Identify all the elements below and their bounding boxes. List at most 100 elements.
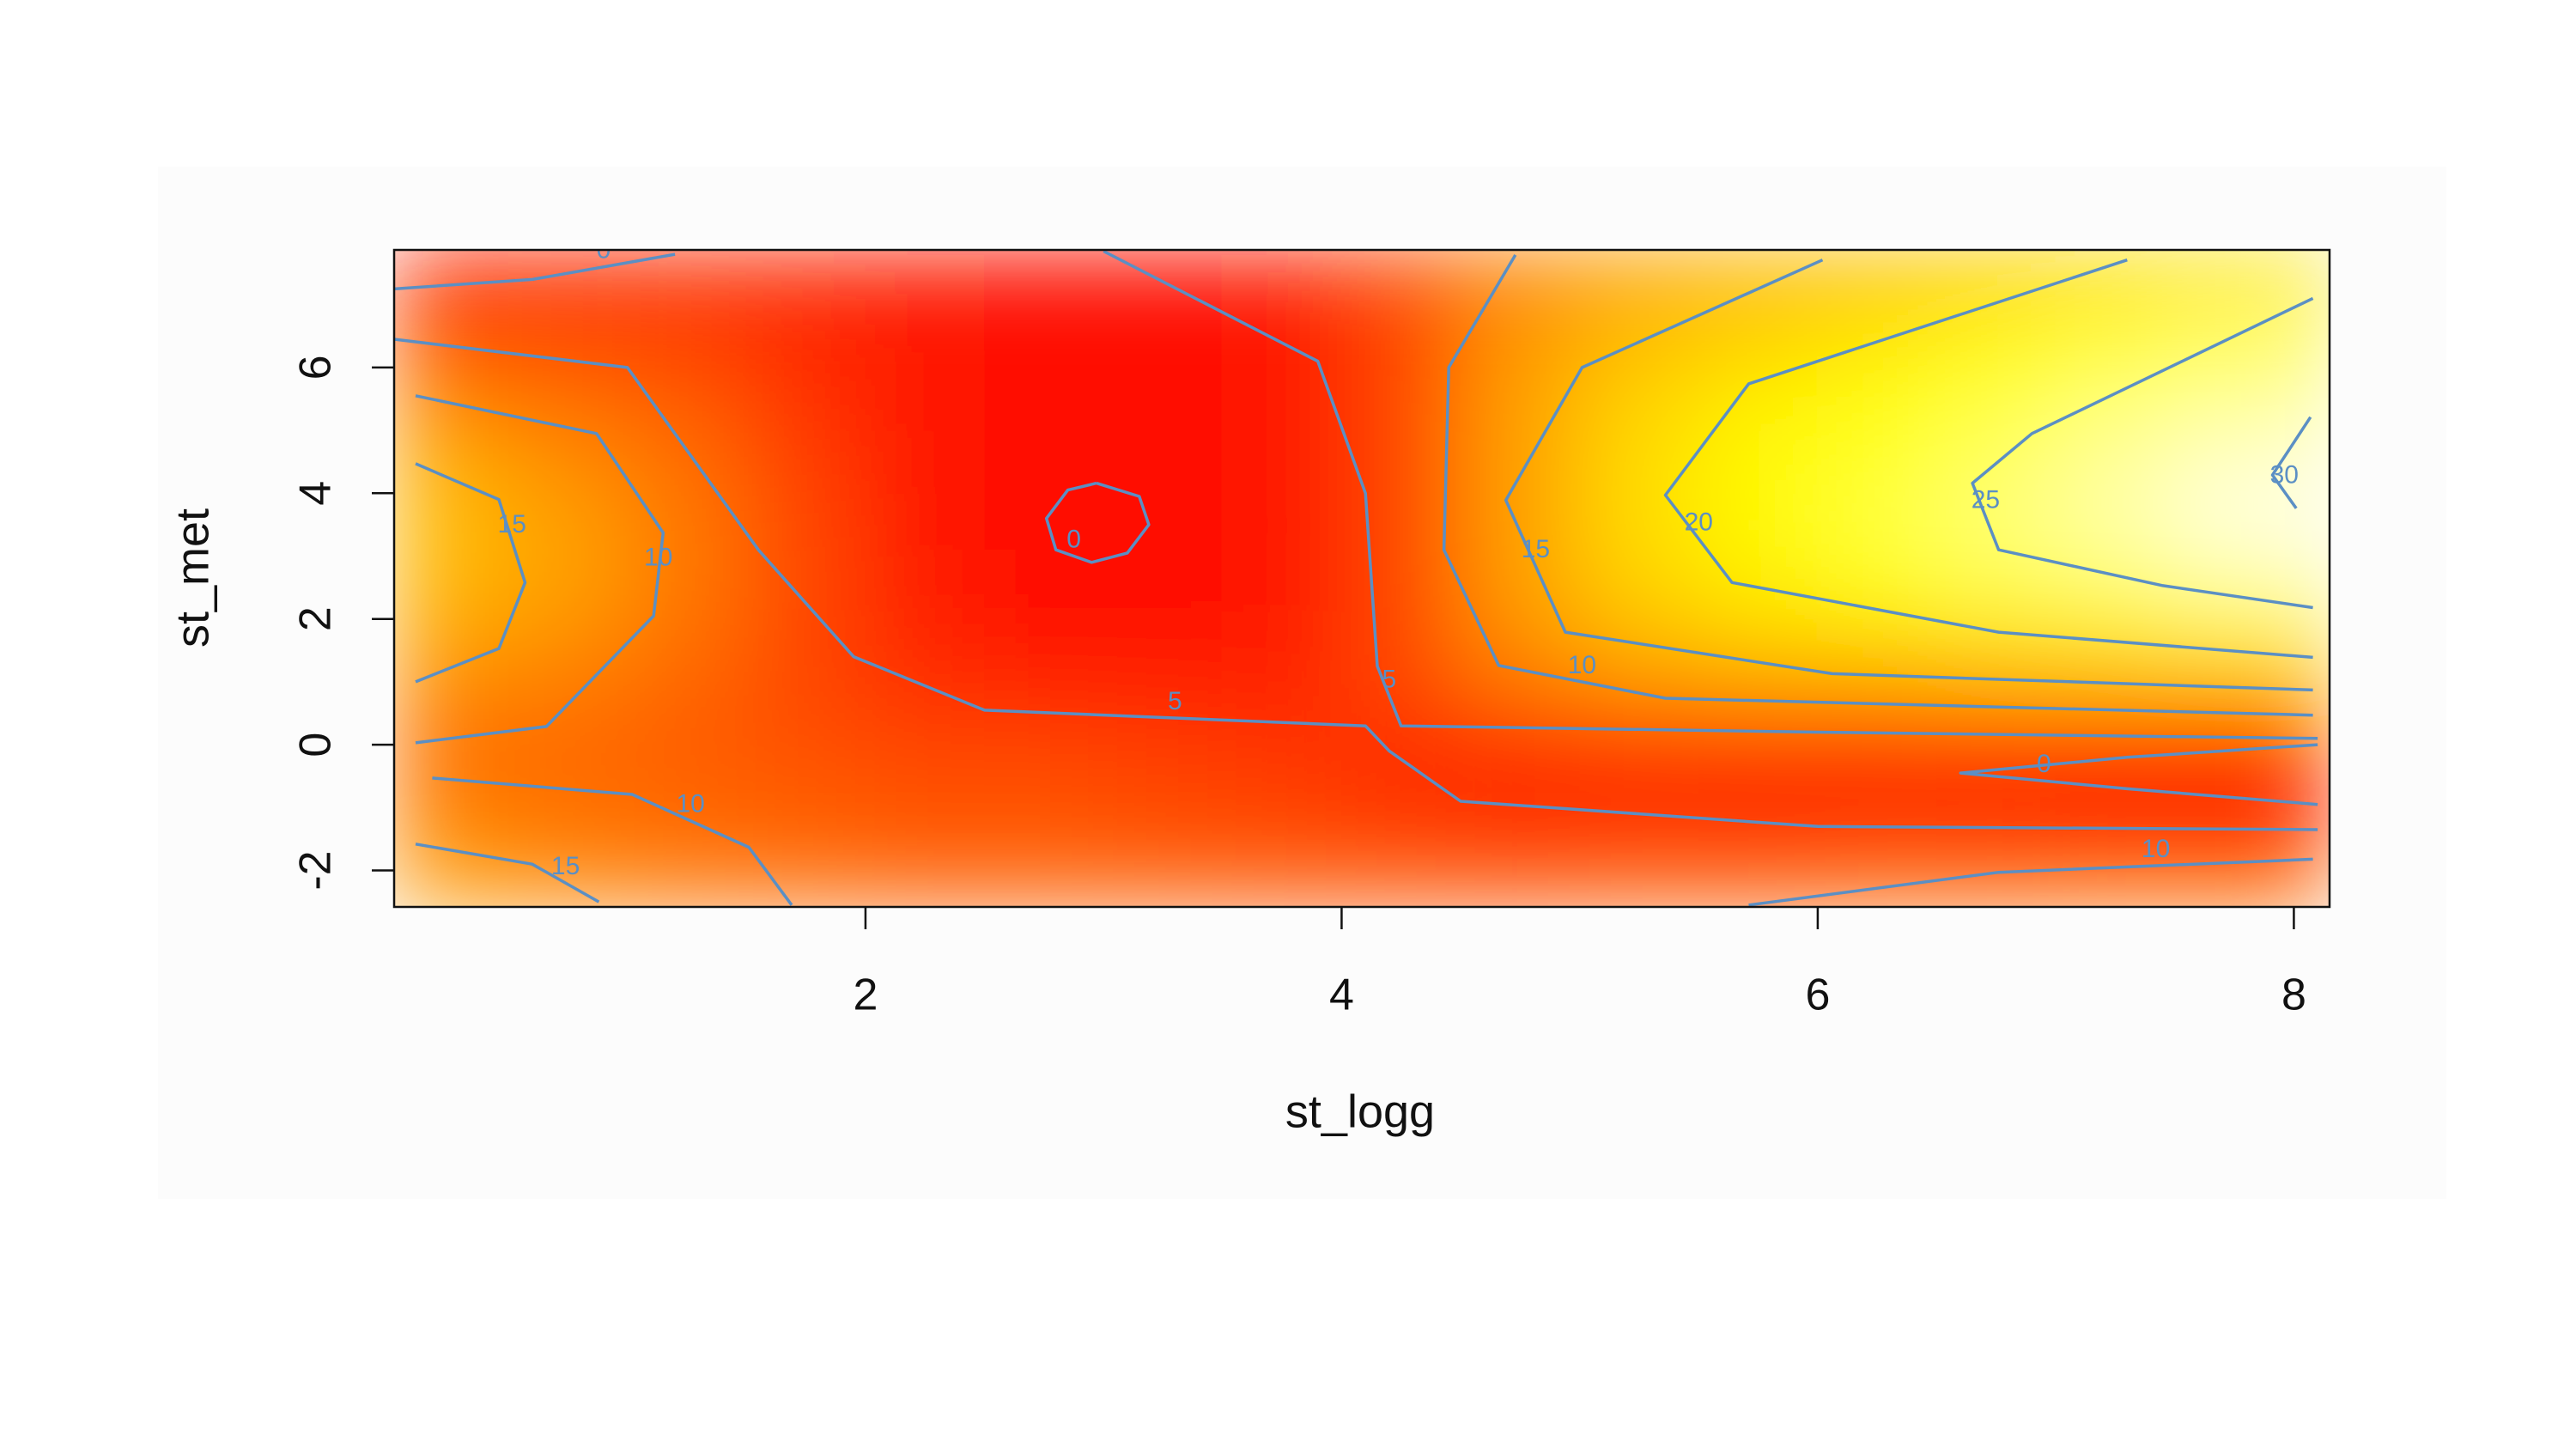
heat-cell	[1579, 768, 1699, 816]
heat-cell	[745, 768, 866, 816]
heat-cell	[627, 492, 747, 557]
heat-cell	[1817, 814, 1938, 863]
heat-cell	[745, 556, 866, 620]
heat-cell	[745, 429, 866, 494]
heat-cell	[627, 618, 747, 675]
heat-cell	[627, 556, 747, 620]
heat-cell	[2174, 250, 2330, 306]
heat-cell	[627, 673, 747, 722]
heat-cell	[1103, 861, 1224, 907]
heat-cell	[627, 861, 747, 907]
heat-cell	[2174, 367, 2330, 431]
heat-cell	[984, 492, 1104, 557]
heat-cell	[1579, 250, 1699, 306]
heat-cell	[1936, 304, 2057, 368]
heat-cell	[865, 618, 986, 675]
heat-cell	[1579, 304, 1699, 368]
heat-cell	[1817, 673, 1938, 722]
y-axis-title: st_met	[167, 508, 218, 648]
heat-cell	[1340, 429, 1461, 494]
y-tick-label: 0	[291, 733, 341, 757]
heat-cell	[984, 556, 1104, 620]
heat-cell	[627, 768, 747, 816]
heat-cell	[1103, 768, 1224, 816]
heat-cell	[1936, 250, 2057, 306]
heat-cell	[1817, 768, 1938, 816]
heat-cell	[1460, 492, 1581, 557]
heat-cell	[1936, 814, 2057, 863]
heat-cell	[1817, 721, 1938, 770]
x-tick-label: 8	[2281, 970, 2306, 1020]
heat-cell	[2174, 814, 2330, 863]
heat-cell	[865, 304, 986, 368]
contour-label: 20	[1685, 508, 1713, 536]
heat-cell	[984, 768, 1104, 816]
heat-cell	[507, 673, 629, 722]
heat-cell	[1103, 721, 1224, 770]
heat-cell	[2055, 814, 2176, 863]
heat-cell	[1936, 721, 2057, 770]
heat-cell	[1698, 618, 1819, 675]
y-tick-label: -2	[291, 850, 341, 890]
heat-cell	[2174, 429, 2330, 494]
contour-line	[394, 338, 2318, 831]
heat-cell	[1340, 304, 1461, 368]
contour-label: 15	[498, 510, 526, 538]
heat-cell	[1222, 861, 1342, 907]
heat-cell	[2174, 768, 2330, 816]
heat-cell	[1579, 618, 1699, 675]
plot-border	[392, 248, 2331, 909]
contour-line	[432, 776, 793, 906]
heat-cell	[2174, 492, 2330, 557]
heat-cell	[865, 768, 986, 816]
contour-line	[415, 843, 600, 903]
heat-cell	[1460, 367, 1581, 431]
heat-cell	[1460, 250, 1581, 306]
contour-line	[1044, 481, 1151, 564]
contour-label: 0	[2037, 750, 2051, 778]
contour-label: 30	[2270, 460, 2299, 489]
heat-cell	[745, 721, 866, 770]
contours: 0 5 5 0 0 10 15 10 15 10 15 20 25 30 10	[394, 250, 2318, 907]
heat-cell	[1103, 618, 1224, 675]
heat-cell	[394, 861, 509, 907]
y-tick-label: 2	[291, 606, 341, 631]
heatmap	[394, 250, 2330, 907]
heat-cell	[984, 250, 1104, 306]
heat-cell	[1340, 367, 1461, 431]
heat-cell	[865, 814, 986, 863]
heat-cell	[1698, 304, 1819, 368]
heat-cell	[865, 721, 986, 770]
heat-cell	[2055, 304, 2176, 368]
contour-label: 5	[1168, 687, 1182, 715]
contour-line	[1442, 254, 2313, 717]
heat-cell	[1460, 304, 1581, 368]
heat-cell	[2174, 556, 2330, 620]
heat-cell	[507, 429, 629, 494]
x-axis-title: st_logg	[1285, 1086, 1435, 1137]
heat-cell	[1222, 618, 1342, 675]
heat-cell	[1103, 556, 1224, 620]
heat-cell	[1222, 768, 1342, 816]
axes: 2 4 6 8 -2 0 2 4 6	[291, 248, 2331, 1020]
heat-cell	[1222, 492, 1342, 557]
heat-cell	[1340, 250, 1461, 306]
heat-cell	[984, 304, 1104, 368]
heat-cell	[1698, 721, 1819, 770]
heat-cell	[2055, 492, 2176, 557]
heat-cell	[1103, 673, 1224, 722]
heat-cell	[865, 492, 986, 557]
heat-cell	[1103, 814, 1224, 863]
heat-cell	[507, 556, 629, 620]
heat-cell	[745, 250, 866, 306]
heat-cell	[1698, 250, 1819, 306]
heat-cell	[984, 618, 1104, 675]
contour-line	[1748, 857, 2313, 907]
contour-line	[415, 394, 665, 745]
heat-cell	[984, 367, 1104, 431]
heat-cell	[2174, 861, 2330, 907]
heat-cell	[1340, 814, 1461, 863]
heat-cell	[1936, 861, 2057, 907]
heat-cell	[1698, 768, 1819, 816]
